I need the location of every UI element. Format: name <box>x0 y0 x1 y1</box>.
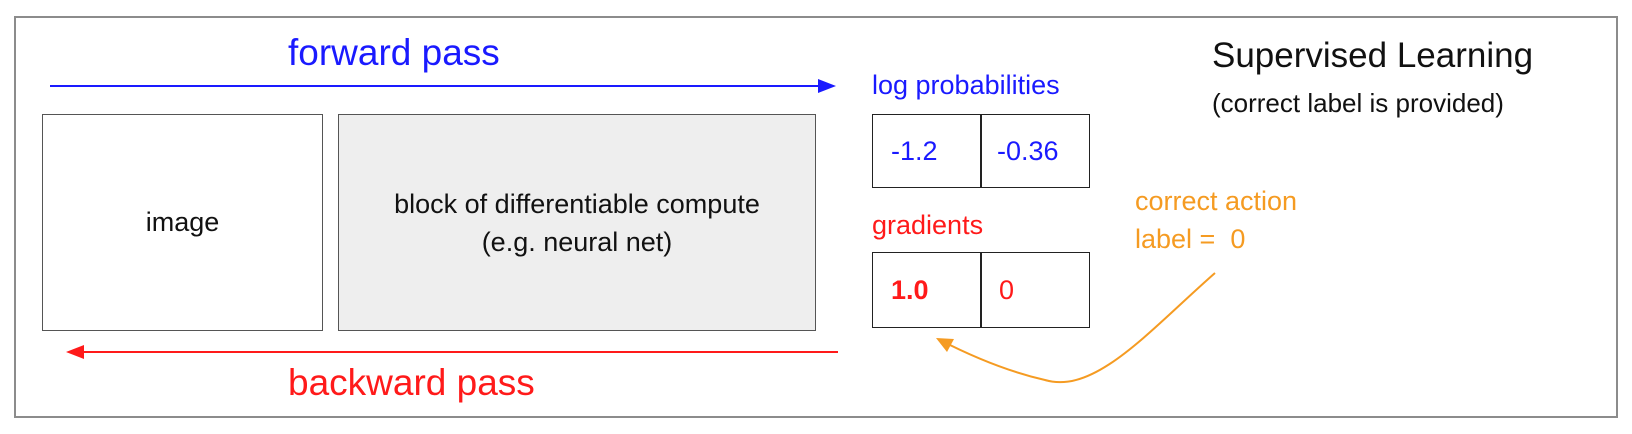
gradient-value-0: 1.0 <box>891 274 929 305</box>
log-prob-value-1: -0.36 <box>997 135 1059 166</box>
gradients-label: gradients <box>872 210 984 240</box>
forward-pass-label: forward pass <box>288 32 500 73</box>
gradient-cell-1: 0 <box>980 252 1090 328</box>
backward-pass-arrow <box>66 345 838 359</box>
log-probabilities-label: log probabilities <box>872 70 1060 100</box>
gradient-value-1: 0 <box>999 274 1015 305</box>
image-box-label: image <box>145 207 220 237</box>
gradient-cell-0: 1.0 <box>872 252 982 328</box>
page-title: Supervised Learning <box>1212 36 1534 75</box>
compute-box: block of differentiable compute (e.g. ne… <box>338 114 816 331</box>
image-box: image <box>42 114 323 331</box>
correct-action-line2: label = 0 <box>1135 224 1246 254</box>
log-prob-cell-1: -0.36 <box>980 114 1090 188</box>
log-prob-value-0: -1.2 <box>891 135 938 166</box>
page-subtitle: (correct label is provided) <box>1212 88 1504 118</box>
compute-box-line1: block of differentiable compute <box>394 188 760 219</box>
correct-action-note: correct action label = 0 <box>1135 182 1297 258</box>
backward-pass-label: backward pass <box>288 362 535 403</box>
log-prob-cell-0: -1.2 <box>872 114 982 188</box>
compute-box-line2: (e.g. neural net) <box>481 226 673 257</box>
correct-action-line1: correct action <box>1135 186 1298 216</box>
label-to-gradient-arrow <box>936 272 1216 383</box>
forward-pass-arrow <box>50 79 836 93</box>
